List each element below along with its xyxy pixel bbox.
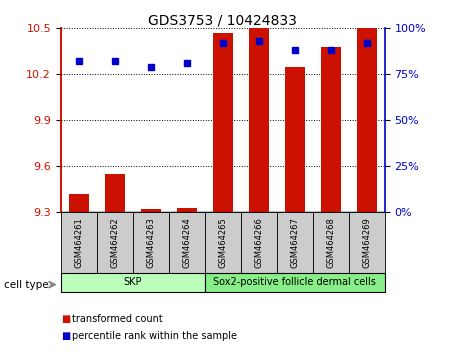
- Bar: [349, 212, 385, 273]
- Bar: [61, 273, 205, 292]
- Text: GSM464269: GSM464269: [362, 217, 371, 268]
- Bar: [213, 33, 233, 212]
- Text: GSM464265: GSM464265: [218, 217, 227, 268]
- Bar: [205, 212, 241, 273]
- Text: GSM464263: GSM464263: [146, 217, 155, 268]
- Bar: [321, 47, 341, 212]
- Bar: [285, 67, 305, 212]
- Text: Sox2-positive follicle dermal cells: Sox2-positive follicle dermal cells: [213, 277, 376, 287]
- Bar: [357, 28, 377, 212]
- Text: cell type: cell type: [4, 280, 49, 290]
- Text: GSM464268: GSM464268: [326, 217, 335, 268]
- Text: ■: ■: [61, 314, 70, 324]
- Text: SKP: SKP: [123, 277, 142, 287]
- Text: transformed count: transformed count: [72, 314, 163, 324]
- Text: ■: ■: [61, 331, 70, 341]
- Bar: [205, 273, 385, 292]
- Text: GSM464261: GSM464261: [74, 217, 83, 268]
- Bar: [241, 212, 277, 273]
- Bar: [177, 208, 197, 212]
- Text: percentile rank within the sample: percentile rank within the sample: [72, 331, 237, 341]
- Bar: [133, 212, 169, 273]
- Title: GDS3753 / 10424833: GDS3753 / 10424833: [148, 13, 297, 27]
- Bar: [141, 209, 161, 212]
- Bar: [105, 174, 125, 212]
- Bar: [249, 28, 269, 212]
- Bar: [69, 194, 89, 212]
- Bar: [61, 212, 97, 273]
- Bar: [313, 212, 349, 273]
- Text: GSM464264: GSM464264: [182, 217, 191, 268]
- Text: GSM464266: GSM464266: [254, 217, 263, 268]
- Bar: [97, 212, 133, 273]
- Text: GSM464267: GSM464267: [290, 217, 299, 268]
- Text: GSM464262: GSM464262: [110, 217, 119, 268]
- Bar: [169, 212, 205, 273]
- Bar: [277, 212, 313, 273]
